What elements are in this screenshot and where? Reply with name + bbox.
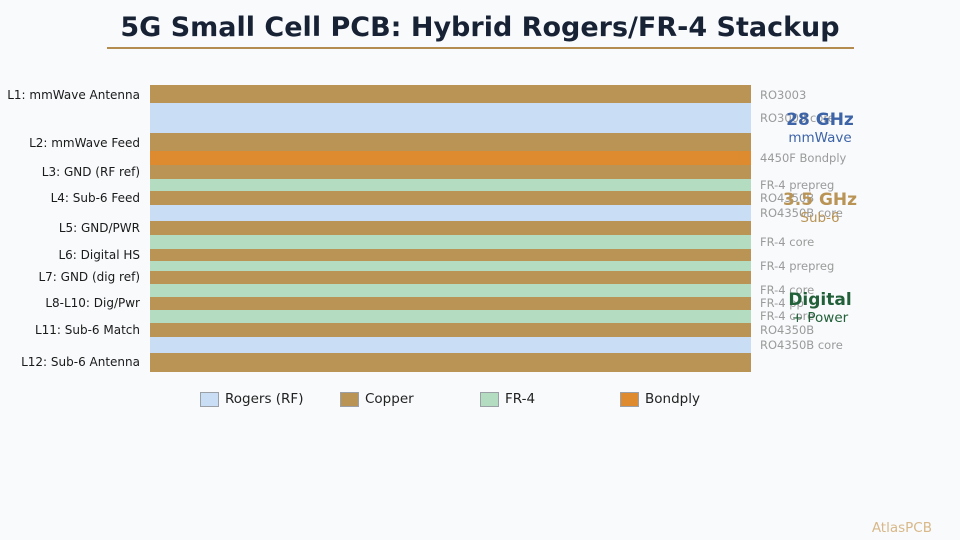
layer-label: L6: Digital HS bbox=[58, 248, 140, 262]
layer-copper bbox=[150, 191, 751, 205]
material-label: RO4350B bbox=[760, 323, 815, 337]
group-subtitle: Sub-6 bbox=[800, 210, 840, 226]
layer-label: L8-L10: Dig/Pwr bbox=[45, 296, 140, 310]
layer-copper bbox=[150, 133, 751, 151]
legend-label: Copper bbox=[365, 391, 414, 407]
title-underline bbox=[107, 47, 854, 49]
legend-label: FR-4 bbox=[505, 391, 536, 407]
layer-rogers bbox=[150, 337, 751, 353]
legend-label: Bondply bbox=[645, 391, 700, 407]
layer-label: L4: Sub-6 Feed bbox=[50, 191, 140, 205]
layer-bondply bbox=[150, 151, 751, 165]
material-label: FR-4 pp bbox=[760, 296, 804, 310]
group-title: 3.5 GHz bbox=[782, 190, 858, 210]
material-label: FR-4 core bbox=[760, 283, 815, 297]
layer-label: L2: mmWave Feed bbox=[29, 136, 140, 150]
material-label: FR-4 prepreg bbox=[760, 259, 835, 273]
legend-item: FR-4 bbox=[480, 390, 535, 408]
legend: Rogers (RF) Copper FR-4 Bondply bbox=[0, 390, 960, 410]
layer-label: L11: Sub-6 Match bbox=[34, 323, 140, 337]
layer-copper bbox=[150, 249, 751, 261]
material-label: FR-4 core bbox=[760, 309, 815, 323]
frequency-group: 3.5 GHz Sub-6 bbox=[775, 190, 865, 226]
brand-watermark: AtlasPCB bbox=[871, 520, 932, 536]
layer-rogers bbox=[150, 205, 751, 221]
legend-item: Bondply bbox=[620, 390, 700, 408]
material-label: FR-4 prepreg bbox=[760, 178, 835, 192]
legend-item: Rogers (RF) bbox=[200, 390, 303, 408]
legend-swatch bbox=[340, 391, 359, 407]
layer-rogers bbox=[150, 103, 751, 133]
material-label: RO4350B bbox=[760, 191, 815, 205]
layer-label: L7: GND (dig ref) bbox=[38, 270, 140, 284]
material-label: FR-4 core bbox=[760, 235, 815, 249]
group-subtitle: + Power bbox=[791, 310, 849, 326]
page-title: 5G Small Cell PCB: Hybrid Rogers/FR-4 St… bbox=[120, 12, 840, 43]
stackup-diagram bbox=[150, 0, 751, 540]
layer-copper bbox=[150, 297, 751, 310]
legend-item: Copper bbox=[340, 390, 414, 408]
layer-fr4 bbox=[150, 179, 751, 191]
layer-fr4 bbox=[150, 261, 751, 271]
group-title: 28 GHz bbox=[786, 110, 854, 130]
layer-copper bbox=[150, 165, 751, 179]
layer-copper bbox=[150, 271, 751, 284]
frequency-group: Digital + Power bbox=[775, 290, 865, 326]
layer-label: L1: mmWave Antenna bbox=[7, 88, 140, 102]
frequency-group: 28 GHz mmWave bbox=[775, 110, 865, 146]
layer-copper bbox=[150, 221, 751, 235]
material-label: RO4350B core bbox=[760, 338, 843, 352]
layer-copper bbox=[150, 353, 751, 372]
layer-label: L12: Sub-6 Antenna bbox=[21, 355, 140, 369]
legend-swatch bbox=[620, 391, 639, 407]
layer-fr4 bbox=[150, 235, 751, 249]
group-title: Digital bbox=[788, 290, 852, 310]
material-label: 4450F Bondply bbox=[760, 151, 847, 165]
material-label: RO3003 core bbox=[760, 111, 835, 125]
layer-fr4 bbox=[150, 310, 751, 323]
material-label: RO4350B core bbox=[760, 206, 843, 220]
legend-swatch bbox=[200, 391, 219, 407]
legend-label: Rogers (RF) bbox=[225, 391, 304, 407]
layer-copper bbox=[150, 85, 751, 103]
layer-copper bbox=[150, 323, 751, 337]
layer-fr4 bbox=[150, 284, 751, 297]
group-subtitle: mmWave bbox=[788, 130, 852, 146]
layer-label: L5: GND/PWR bbox=[58, 221, 140, 235]
material-label: RO3003 bbox=[760, 88, 807, 102]
legend-swatch bbox=[480, 391, 499, 407]
layer-label: L3: GND (RF ref) bbox=[41, 165, 140, 179]
